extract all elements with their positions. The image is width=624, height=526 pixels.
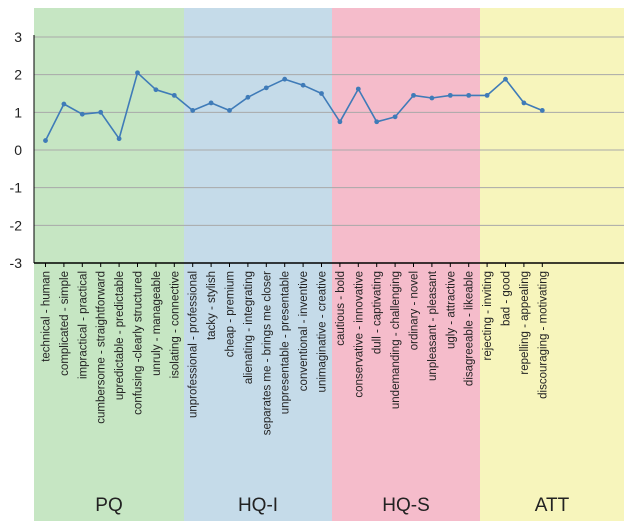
x-tick-label: ordinary - novel bbox=[409, 271, 421, 350]
x-tick-label: disagreeable - likeable bbox=[464, 271, 476, 386]
group-label: HQ-I bbox=[238, 495, 278, 516]
x-tick-label: undemanding - challenging bbox=[390, 271, 402, 409]
y-tick-label: -2 bbox=[10, 217, 23, 233]
x-tick-label: alienating - integrating bbox=[243, 271, 255, 384]
data-point bbox=[98, 109, 104, 115]
data-point bbox=[263, 85, 269, 91]
x-tick-label: separates me - brings me closer bbox=[261, 271, 273, 435]
data-point bbox=[171, 92, 177, 98]
data-point bbox=[411, 92, 416, 98]
y-tick-label: 3 bbox=[14, 29, 22, 45]
x-tick-label: unpresentable - presentable bbox=[280, 271, 292, 414]
data-point bbox=[153, 87, 159, 93]
data-point bbox=[190, 108, 196, 113]
group-band-pq bbox=[34, 8, 184, 521]
data-point bbox=[503, 76, 508, 82]
data-point bbox=[374, 119, 380, 125]
data-point bbox=[355, 86, 361, 92]
group-label: PQ bbox=[95, 495, 122, 516]
x-tick-label: unimaginative - creative bbox=[317, 271, 329, 392]
group-band-hq-s bbox=[332, 8, 480, 521]
y-tick-label: -1 bbox=[10, 180, 23, 196]
group-label: ATT bbox=[535, 495, 570, 516]
data-point bbox=[466, 92, 472, 98]
data-point bbox=[319, 91, 324, 96]
group-band-hq-i bbox=[184, 8, 332, 521]
x-tick-label: upredictable - predictable bbox=[114, 271, 126, 400]
group-label: HQ-S bbox=[382, 495, 430, 516]
data-point bbox=[61, 101, 67, 107]
x-tick-label: tacky - stylish bbox=[206, 271, 218, 340]
data-point bbox=[245, 94, 251, 100]
y-tick-label: 1 bbox=[14, 104, 22, 120]
data-point bbox=[521, 100, 527, 106]
data-point bbox=[484, 92, 490, 98]
y-tick-label: 2 bbox=[14, 67, 22, 83]
x-tick-label: discouraging - motivating bbox=[537, 271, 549, 399]
x-tick-label: cumbersome - straightforward bbox=[96, 271, 108, 424]
data-point bbox=[539, 108, 545, 113]
data-point bbox=[429, 95, 435, 101]
data-point bbox=[447, 92, 453, 98]
x-tick-label: cheap - premium bbox=[225, 271, 237, 357]
x-tick-label: ugly - attractive bbox=[445, 271, 457, 349]
x-tick-label: technical - human bbox=[41, 271, 53, 362]
x-tick-label: unpleasant - pleasant bbox=[427, 270, 439, 381]
x-tick-label: impractical - practical bbox=[77, 271, 89, 379]
y-tick-label: 0 bbox=[14, 142, 22, 158]
data-point bbox=[282, 76, 288, 82]
data-point bbox=[392, 114, 398, 120]
x-tick-label: cautious - bold bbox=[335, 271, 347, 346]
x-tick-label: complicated - simple bbox=[59, 271, 71, 376]
data-point bbox=[208, 100, 214, 106]
data-point bbox=[79, 111, 85, 117]
data-point bbox=[43, 138, 48, 143]
x-tick-label: rejecting - inviting bbox=[482, 271, 494, 360]
data-point bbox=[300, 82, 306, 88]
y-tick-label: -3 bbox=[10, 255, 23, 271]
data-point bbox=[227, 108, 232, 113]
x-tick-label: conventional - inventive bbox=[298, 271, 310, 391]
data-point bbox=[135, 70, 140, 76]
x-tick-label: isolating - connective bbox=[169, 271, 181, 378]
x-tick-label: conservative - innovative bbox=[353, 271, 365, 398]
data-point bbox=[116, 136, 122, 142]
data-point bbox=[337, 119, 343, 125]
series-line bbox=[44, 72, 543, 141]
x-tick-label: unprofessional - professional bbox=[188, 271, 200, 418]
x-tick-label: confusing -clearly structured bbox=[133, 271, 145, 415]
x-tick-label: bad - good bbox=[501, 271, 513, 326]
x-tick-label: unruly - manageable bbox=[151, 271, 163, 376]
x-tick-label: repelling - appealing bbox=[519, 271, 531, 375]
x-tick-label: dull - captivating bbox=[372, 271, 384, 354]
group-band-att bbox=[480, 8, 624, 521]
